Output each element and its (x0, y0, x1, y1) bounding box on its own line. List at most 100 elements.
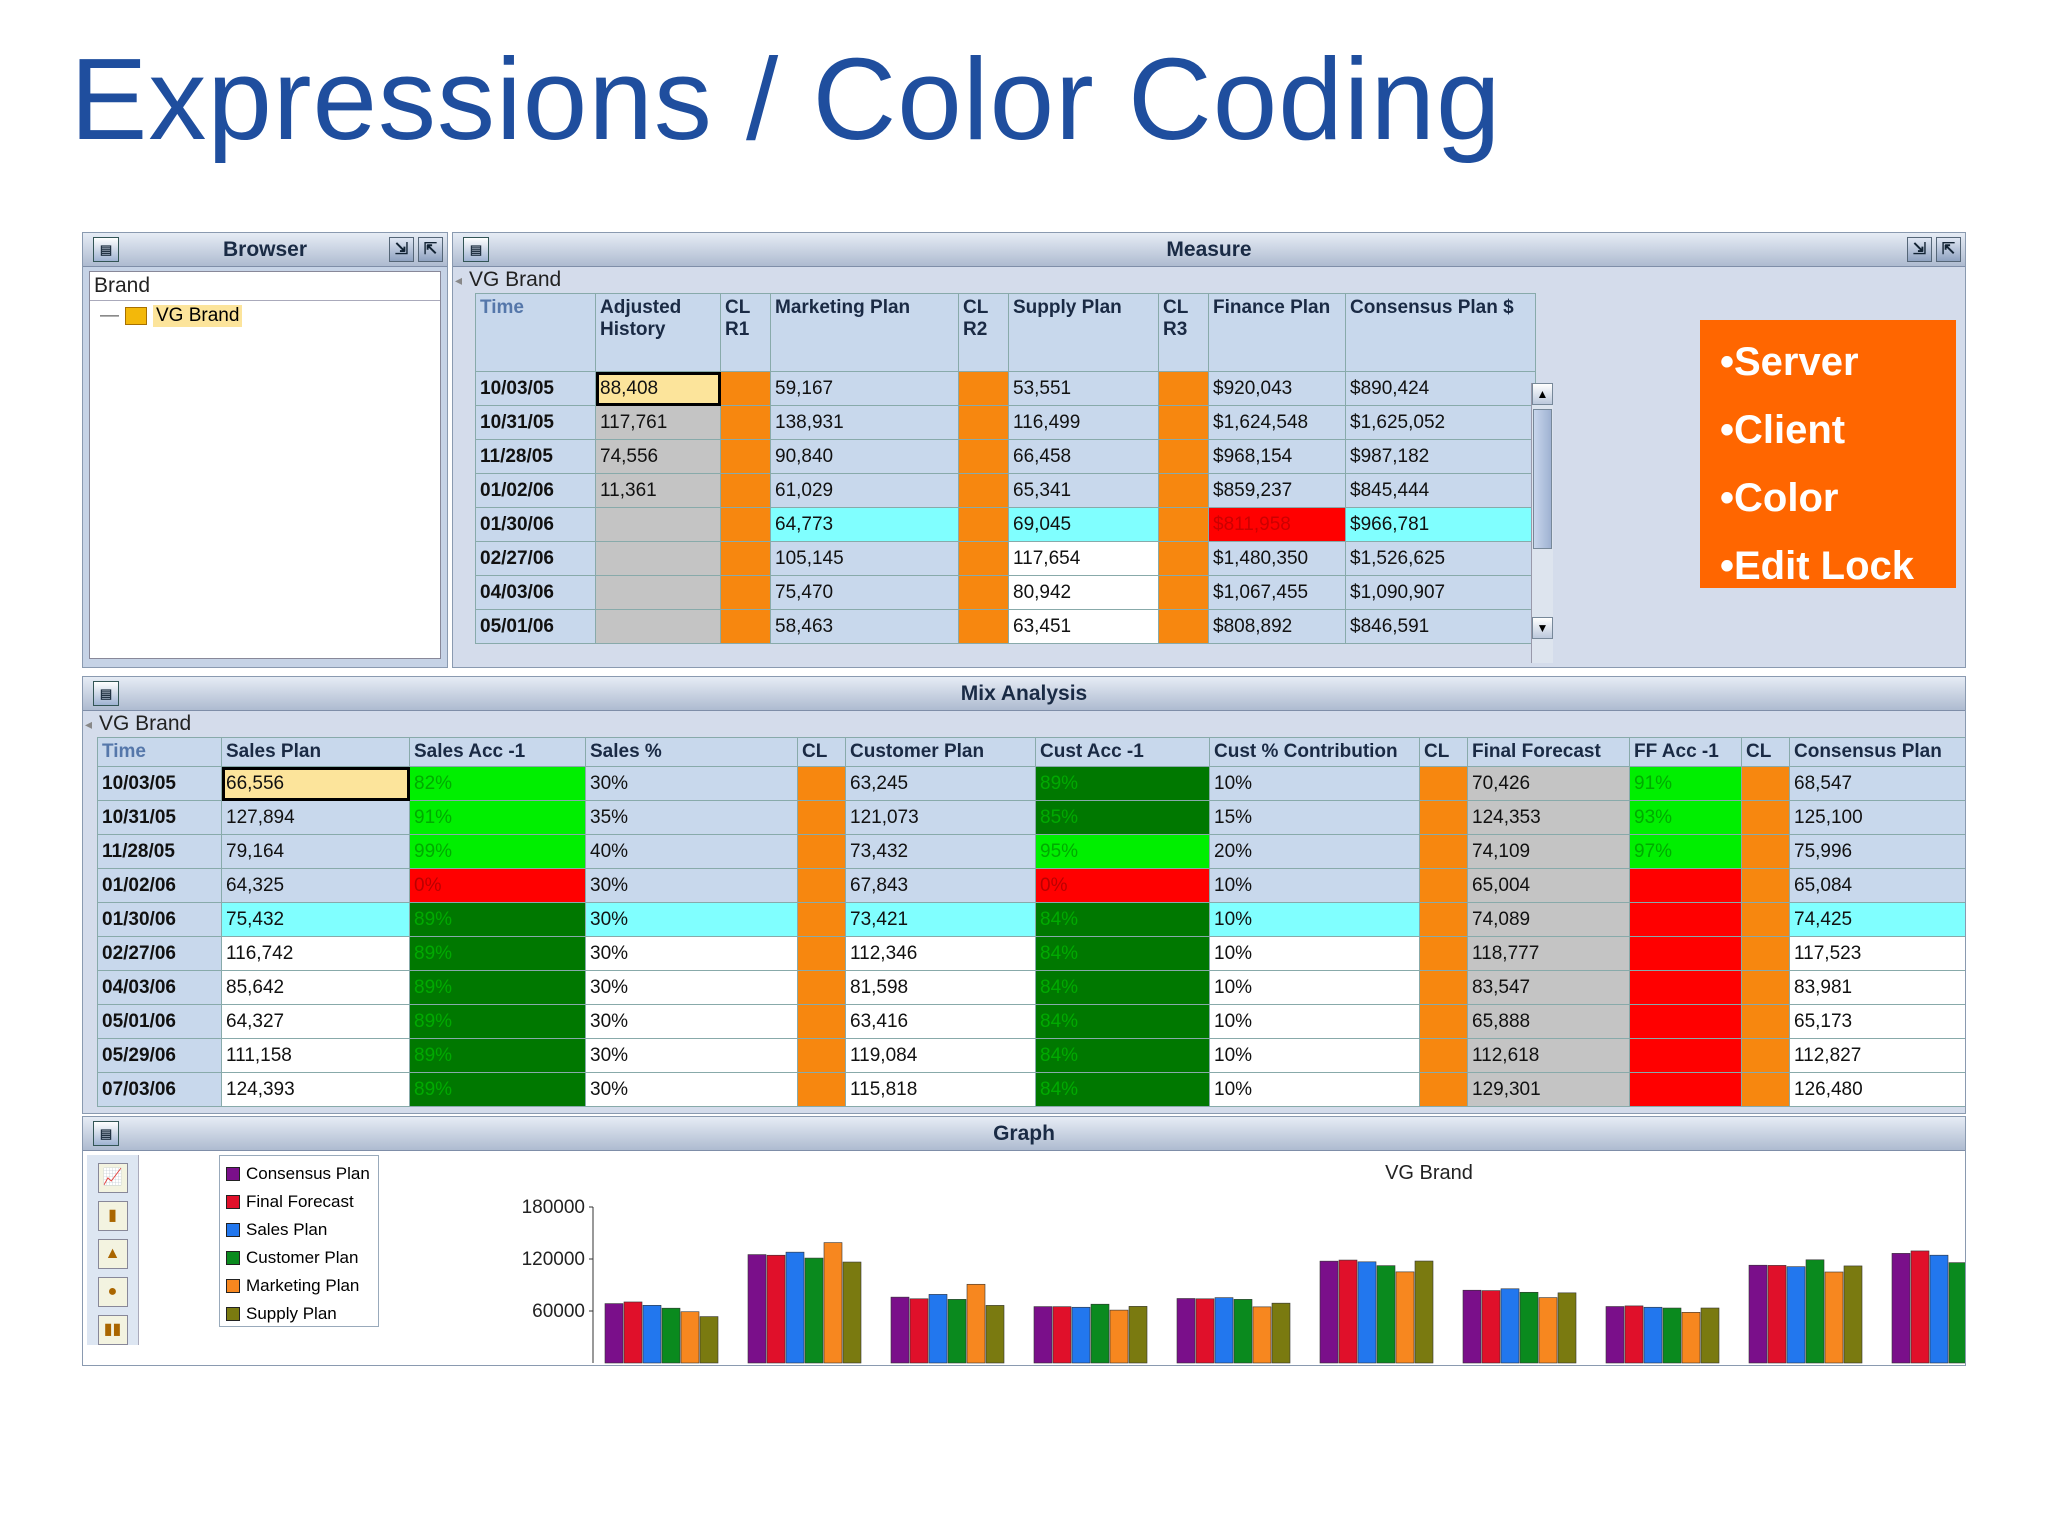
data-cell[interactable] (1419, 902, 1468, 937)
data-cell[interactable]: 65,173 (1789, 1004, 1965, 1039)
data-cell[interactable] (1419, 970, 1468, 1005)
data-cell[interactable] (958, 575, 1009, 610)
data-cell[interactable] (1741, 800, 1790, 835)
bar-marketing-plan[interactable] (1252, 1306, 1272, 1364)
data-cell[interactable]: 68,547 (1789, 766, 1965, 801)
data-cell[interactable]: 30% (585, 1004, 798, 1039)
data-cell[interactable] (1419, 1038, 1468, 1073)
minimize-icon[interactable]: ⇲ (389, 237, 414, 262)
data-cell[interactable] (797, 800, 846, 835)
data-cell[interactable]: 111,158 (221, 1038, 410, 1073)
data-cell[interactable]: 30% (585, 1072, 798, 1107)
bar-consensus-plan[interactable] (1891, 1253, 1911, 1364)
bar-supply-plan[interactable] (842, 1261, 862, 1364)
data-cell[interactable] (720, 575, 771, 610)
data-cell[interactable]: $987,182 (1345, 439, 1536, 474)
data-cell[interactable]: 61,029 (770, 473, 959, 508)
data-cell[interactable]: 127,894 (221, 800, 410, 835)
data-cell[interactable] (958, 507, 1009, 542)
column-header[interactable]: Marketing Plan (770, 293, 959, 372)
bar-final-forecast[interactable] (1052, 1306, 1072, 1364)
data-cell[interactable] (958, 405, 1009, 440)
bar-marketing-plan[interactable] (1109, 1309, 1129, 1364)
data-cell[interactable] (595, 575, 721, 610)
data-cell[interactable] (797, 1072, 846, 1107)
bar-final-forecast[interactable] (766, 1254, 786, 1364)
bar-supply-plan[interactable] (1557, 1292, 1577, 1364)
bar-customer-plan[interactable] (1090, 1303, 1110, 1364)
data-cell[interactable] (1419, 1072, 1468, 1107)
data-cell[interactable]: 125,100 (1789, 800, 1965, 835)
data-cell[interactable]: 89% (409, 1004, 586, 1039)
data-cell[interactable]: 10% (1209, 1072, 1420, 1107)
data-cell[interactable]: 10% (1209, 902, 1420, 937)
data-cell[interactable]: $1,625,052 (1345, 405, 1536, 440)
data-cell[interactable]: 10% (1209, 766, 1420, 801)
data-cell[interactable]: 63,245 (845, 766, 1036, 801)
data-cell[interactable] (797, 834, 846, 869)
bar-consensus-plan[interactable] (890, 1296, 910, 1364)
data-cell[interactable]: 99% (409, 834, 586, 869)
data-cell[interactable]: 83,981 (1789, 970, 1965, 1005)
data-cell[interactable] (1741, 970, 1790, 1005)
data-cell[interactable]: 91% (1629, 766, 1742, 801)
data-cell[interactable] (1629, 1038, 1742, 1073)
data-cell[interactable]: 95% (1035, 834, 1210, 869)
data-cell[interactable] (1741, 766, 1790, 801)
data-cell[interactable]: 84% (1035, 902, 1210, 937)
column-header[interactable]: Adjusted History (595, 293, 721, 372)
data-cell[interactable] (1419, 936, 1468, 971)
bar-consensus-plan[interactable] (1462, 1289, 1482, 1364)
data-cell[interactable]: $846,591 (1345, 609, 1536, 644)
data-cell[interactable] (720, 507, 771, 542)
data-cell[interactable]: 40% (585, 834, 798, 869)
measure-scrollbar[interactable]: ▲ ▼ (1531, 383, 1553, 663)
data-cell[interactable]: 64,327 (221, 1004, 410, 1039)
bar-sales-plan[interactable] (1786, 1266, 1806, 1364)
data-cell[interactable] (720, 371, 771, 406)
data-cell[interactable]: 89% (1035, 766, 1210, 801)
bar-chart-icon[interactable]: ▮ (97, 1201, 128, 1231)
data-cell[interactable]: 53,551 (1008, 371, 1159, 406)
data-cell[interactable]: 73,421 (845, 902, 1036, 937)
column-header[interactable]: CL (1419, 737, 1468, 767)
data-cell[interactable]: 121,073 (845, 800, 1036, 835)
data-cell[interactable]: 10% (1209, 970, 1420, 1005)
data-cell[interactable]: 65,888 (1467, 1004, 1630, 1039)
bar-supply-plan[interactable] (1414, 1260, 1434, 1364)
data-cell[interactable]: $966,781 (1345, 507, 1536, 542)
data-cell[interactable] (1629, 970, 1742, 1005)
bar-supply-plan[interactable] (985, 1305, 1005, 1364)
data-cell[interactable]: 85% (1035, 800, 1210, 835)
data-cell[interactable]: 0% (1035, 868, 1210, 903)
bar-consensus-plan[interactable] (1033, 1306, 1053, 1364)
bar-final-forecast[interactable] (1767, 1265, 1787, 1364)
data-cell[interactable] (797, 766, 846, 801)
column-header[interactable]: CL R2 (958, 293, 1009, 372)
data-cell[interactable]: 81,598 (845, 970, 1036, 1005)
data-cell[interactable] (1158, 609, 1209, 644)
column-header[interactable]: Finance Plan (1208, 293, 1346, 372)
bar-customer-plan[interactable] (1233, 1299, 1253, 1364)
column-chart-icon[interactable]: ▮▮ (97, 1315, 128, 1345)
data-cell[interactable]: 90,840 (770, 439, 959, 474)
data-cell[interactable] (1158, 439, 1209, 474)
data-cell[interactable]: 35% (585, 800, 798, 835)
bar-supply-plan[interactable] (1700, 1307, 1720, 1364)
bar-marketing-plan[interactable] (680, 1311, 700, 1364)
data-cell[interactable]: 112,827 (1789, 1038, 1965, 1073)
data-cell[interactable]: 116,742 (221, 936, 410, 971)
tree-item-vg-brand[interactable]: VG Brand (153, 305, 243, 327)
data-cell[interactable] (595, 507, 721, 542)
line-chart-icon[interactable]: 📈 (97, 1163, 128, 1193)
scroll-thumb[interactable] (1533, 409, 1552, 549)
pie-chart-icon[interactable]: ● (97, 1277, 128, 1307)
data-cell[interactable]: 59,167 (770, 371, 959, 406)
bar-supply-plan[interactable] (1271, 1302, 1291, 1364)
data-cell[interactable] (958, 473, 1009, 508)
data-cell[interactable]: 124,353 (1467, 800, 1630, 835)
data-cell[interactable]: 30% (585, 902, 798, 937)
bar-consensus-plan[interactable] (1176, 1298, 1196, 1364)
data-cell[interactable]: 85,642 (221, 970, 410, 1005)
data-cell[interactable] (958, 541, 1009, 576)
